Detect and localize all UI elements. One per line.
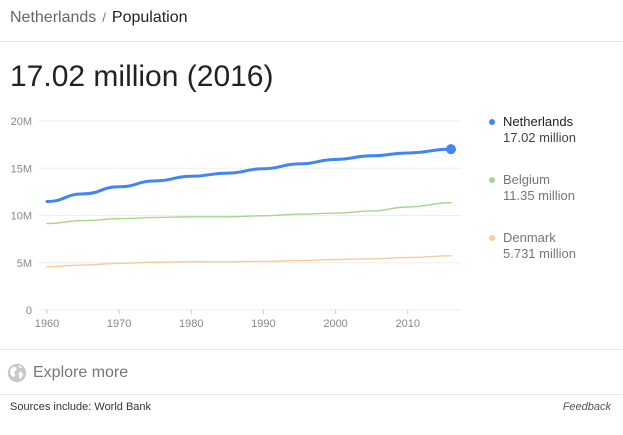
chart-legend: Netherlands 17.02 million Belgium 11.35 … (489, 114, 619, 288)
chart-y-axis-labels: 0 5M 10M 15M 20M (11, 116, 32, 317)
legend-item-denmark[interactable]: Denmark 5.731 million (489, 230, 619, 288)
series-line-belgium (46, 202, 452, 225)
breadcrumb-separator: / (102, 10, 106, 25)
breadcrumb-current: Population (111, 9, 188, 26)
legend-name: Belgium (503, 172, 550, 187)
population-line-chart: 0 5M 10M 15M 20M 1960 1970 1980 1990 2000 2010 (11, 116, 461, 330)
legend-value: 5.731 million (503, 246, 576, 261)
y-tick-label: 15M (11, 163, 32, 175)
y-tick-label: 20M (11, 116, 32, 128)
x-tick-label: 1990 (251, 318, 275, 330)
legend-item-belgium[interactable]: Belgium 11.35 million (489, 172, 619, 230)
chart-x-axis-labels: 1960 1970 1980 1990 2000 2010 (35, 310, 420, 330)
series-line-denmark (46, 255, 452, 268)
breadcrumb: Netherlands / Population (10, 9, 188, 27)
legend-dot-belgium (489, 177, 495, 183)
header-divider (0, 41, 623, 42)
x-tick-label: 1980 (179, 318, 203, 330)
legend-value: 17.02 million (503, 130, 576, 145)
legend-name: Denmark (503, 230, 556, 245)
breadcrumb-country[interactable]: Netherlands (10, 9, 97, 26)
feedback-link[interactable]: Feedback (562, 401, 611, 413)
x-tick-label: 2000 (323, 318, 347, 330)
explore-more-label: Explore more (33, 364, 129, 381)
x-tick-label: 1970 (107, 318, 131, 330)
footer-divider (0, 394, 623, 395)
series-endpoint-netherlands[interactable] (446, 144, 456, 155)
series-line-netherlands (45, 147, 453, 204)
y-tick-label: 10M (11, 211, 32, 223)
legend-name: Netherlands (503, 114, 574, 129)
legend-value: 11.35 million (503, 188, 576, 203)
legend-dot-netherlands (489, 119, 495, 125)
chart-series (45, 144, 456, 268)
x-tick-label: 1960 (35, 318, 59, 330)
y-tick-label: 5M (17, 258, 32, 270)
y-tick-label: 0 (26, 305, 32, 317)
x-tick-label: 2010 (395, 318, 419, 330)
legend-dot-denmark (489, 235, 495, 241)
globe-icon (7, 363, 27, 383)
headline-value: 17.02 million (2016) (10, 60, 274, 93)
legend-item-netherlands[interactable]: Netherlands 17.02 million (489, 114, 619, 172)
chart-divider (0, 349, 623, 350)
sources-text: Sources include: World Bank (10, 401, 152, 413)
explore-more-button[interactable]: Explore more (7, 362, 128, 384)
